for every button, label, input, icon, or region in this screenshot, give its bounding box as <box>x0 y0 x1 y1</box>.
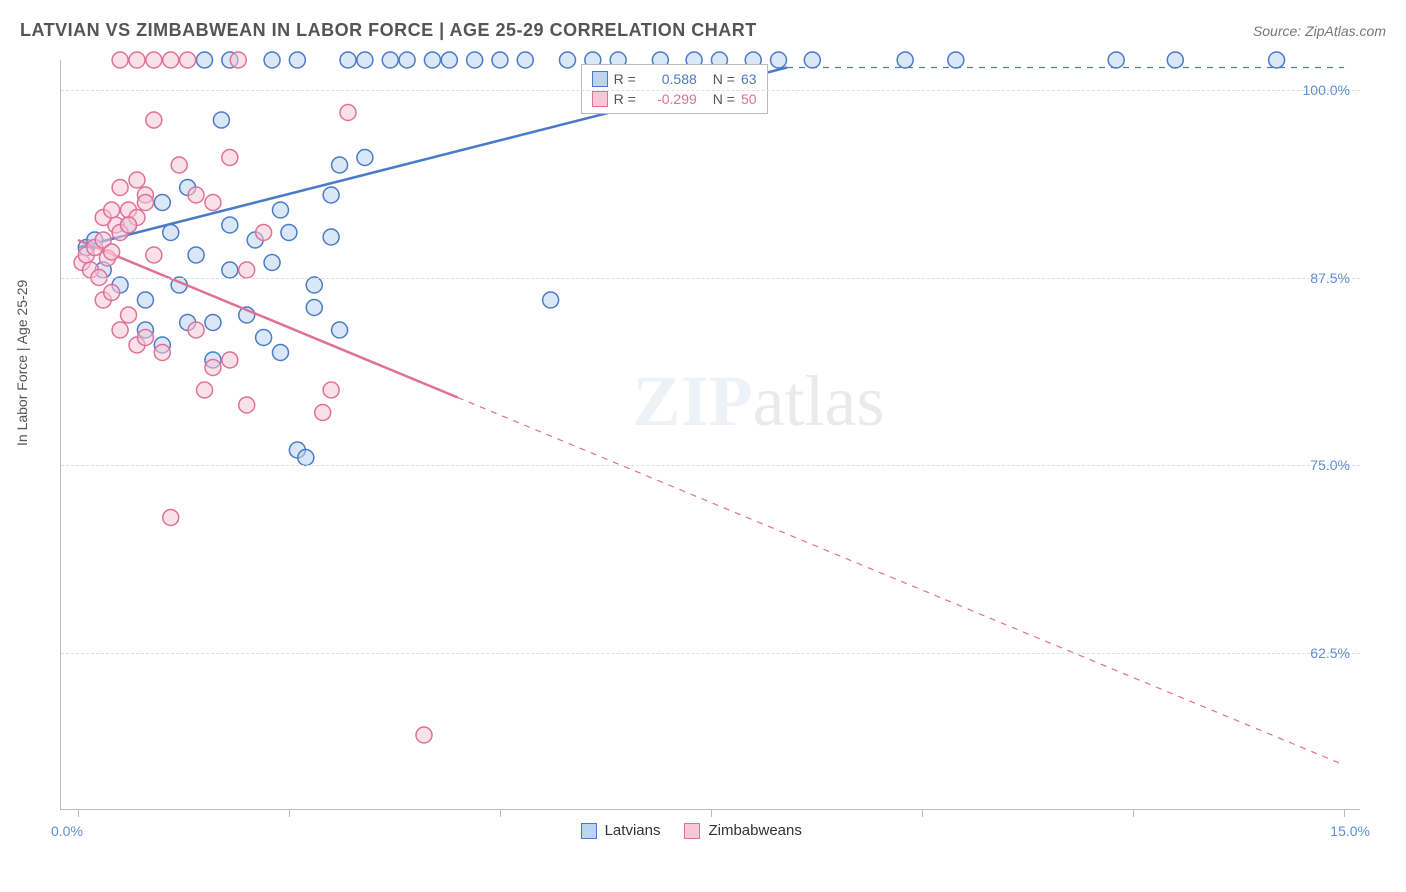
gridline-h <box>61 90 1360 91</box>
swatch-icon <box>581 823 597 839</box>
legend-item: Latvians <box>581 822 661 839</box>
legend-item: Zimbabweans <box>684 822 801 839</box>
x-tick <box>1133 809 1134 817</box>
r-label: R = <box>614 91 636 107</box>
n-value: 50 <box>741 91 757 107</box>
swatch-icon <box>684 823 700 839</box>
n-label: N = <box>713 71 735 87</box>
r-value: 0.588 <box>642 71 697 87</box>
x-left-label: 0.0% <box>51 823 83 839</box>
n-value: 63 <box>741 71 757 87</box>
x-tick <box>922 809 923 817</box>
y-axis-label: In Labor Force | Age 25-29 <box>14 280 30 446</box>
stats-legend-row: R = -0.299 N = 50 <box>592 89 757 109</box>
x-right-label: 15.0% <box>1330 823 1370 839</box>
gridline-h <box>61 653 1360 654</box>
stats-legend: R = 0.588 N = 63 R = -0.299 N = 50 <box>581 64 768 114</box>
swatch-icon <box>592 91 608 107</box>
chart-title: LATVIAN VS ZIMBABWEAN IN LABOR FORCE | A… <box>20 20 757 41</box>
legend-label: Zimbabweans <box>708 822 801 839</box>
chart-plot-area: ZIPatlas R =0.588N =63R =-0.299N =50 Lat… <box>60 60 1360 810</box>
y-tick-label: 87.5% <box>1310 270 1350 286</box>
gridline-h <box>61 278 1360 279</box>
x-tick <box>500 809 501 817</box>
series-legend: Latvians Zimbabweans <box>581 822 802 839</box>
n-label: N = <box>713 91 735 107</box>
x-tick <box>711 809 712 817</box>
y-tick-label: 75.0% <box>1310 457 1350 473</box>
x-tick <box>289 809 290 817</box>
source-label: Source: ZipAtlas.com <box>1253 23 1386 39</box>
r-value: -0.299 <box>642 91 697 107</box>
gridline-h <box>61 465 1360 466</box>
plot-svg <box>61 60 1360 809</box>
y-tick-label: 100.0% <box>1303 82 1350 98</box>
legend-label: Latvians <box>605 822 661 839</box>
x-tick <box>1344 809 1345 817</box>
r-label: R = <box>614 71 636 87</box>
y-tick-label: 62.5% <box>1310 645 1350 661</box>
swatch-icon <box>592 71 608 87</box>
x-tick <box>78 809 79 817</box>
stats-legend-row: R = 0.588 N = 63 <box>592 69 757 89</box>
